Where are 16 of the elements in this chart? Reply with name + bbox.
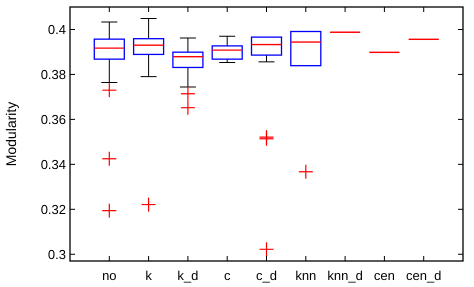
x-tick-label: cen_d	[406, 268, 442, 283]
y-axis-title: Modularity	[3, 102, 19, 166]
x-tick-label: c	[224, 268, 231, 283]
y-tick-label: 0.32	[40, 202, 66, 217]
y-tick-label: 0.38	[40, 66, 66, 82]
x-tick-label: k	[145, 268, 152, 283]
y-tick-label: 0.36	[40, 112, 66, 127]
x-tick-label: c_d	[256, 268, 277, 283]
y-tick-label: 0.34	[40, 156, 66, 172]
x-tick-label: knn	[295, 268, 316, 283]
x-tick-label: cen	[374, 268, 395, 283]
y-tick-label: 0.4	[48, 22, 66, 38]
y-tick-label: 0.3	[48, 246, 66, 262]
x-tick-label: knn_d	[327, 268, 363, 283]
x-tick-label: k_d	[177, 268, 198, 283]
x-tick-label: no	[102, 268, 117, 283]
